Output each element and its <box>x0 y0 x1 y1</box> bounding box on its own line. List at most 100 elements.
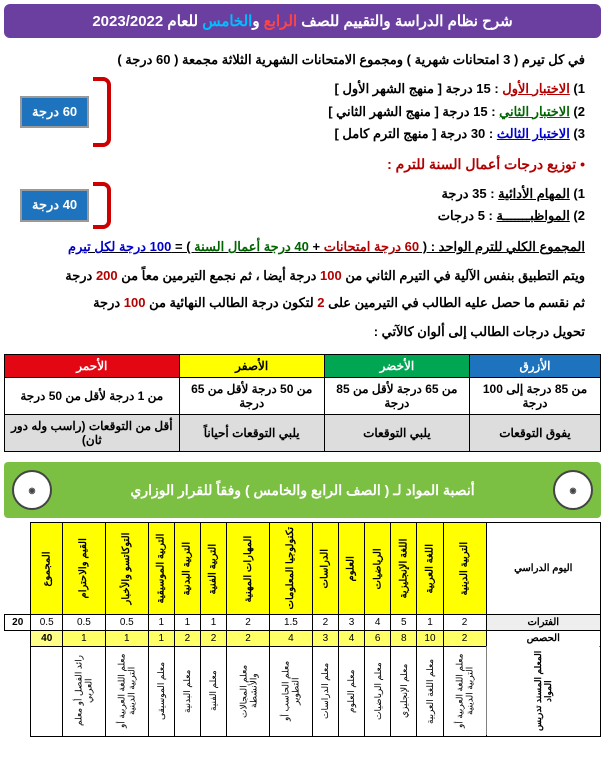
period-cell: 1 <box>148 614 174 630</box>
subj-col: المهارات المهنية <box>227 523 270 614</box>
teacher-cell: معلم الإنجليزي <box>391 646 417 736</box>
teacher-cell: رائد الفصل أو معلم العربي <box>62 646 105 736</box>
subj-col: التربية الموسيقية <box>148 523 174 614</box>
subj-header-row: اليوم الدراسيالتربية الدينيةاللغة العربي… <box>5 523 601 614</box>
period-cell: 1.5 <box>269 614 312 630</box>
works-block: 1) المهام الأدائية : 35 درجة2) المواظبــ… <box>20 182 585 230</box>
line-2: ويتم التطبيق بنفس الآلية في التيرم الثان… <box>20 266 585 287</box>
class-cell: 1 <box>148 630 174 646</box>
teacher-cell: معلم الموسيقى <box>148 646 174 736</box>
bracket-icon <box>93 77 111 147</box>
subjects-table: اليوم الدراسيالتربية الدينيةاللغة العربي… <box>4 522 601 736</box>
period-cell: 0.5 <box>31 614 63 630</box>
hdr-yellow: الأصفر <box>179 355 324 378</box>
teacher-cell: معلم العلوم <box>338 646 364 736</box>
teacher-cell: معلم اللغة العربية <box>417 646 443 736</box>
class-cell: 4 <box>269 630 312 646</box>
color-header-row: الأزرق الأخضر الأصفر الأحمر <box>5 355 601 378</box>
teacher-cell: معلم البدنية <box>174 646 200 736</box>
subj-col: تكنولوجيا المعلومات <box>269 523 312 614</box>
subj-col: التربية الفنية <box>200 523 226 614</box>
class-cell: 4 <box>338 630 364 646</box>
teacher-label: المعلم المسند تدريس المواد <box>486 646 600 736</box>
total-line: المجموع الكلي للترم الواحد : ( 60 درجة ا… <box>20 237 585 258</box>
hdr-green: الأخضر <box>324 355 469 378</box>
class-cell: 1 <box>105 630 148 646</box>
class-cell: 1 <box>62 630 105 646</box>
subj-col: القيم والاحترام <box>62 523 105 614</box>
main-bullet: في كل تيرم ( 3 امتحانات شهرية ) ومجموع ا… <box>20 50 585 71</box>
subj-col: التوكاتسو والأخبار <box>105 523 148 614</box>
logo-right-icon: ◉ <box>12 470 52 510</box>
period-cell: 4 <box>365 614 391 630</box>
tests-list: 1) الاختبار الأول : 15 درجة [ منهج الشهر… <box>115 77 585 147</box>
class-total: 40 <box>31 630 63 646</box>
teacher-cell <box>31 646 63 736</box>
colors-title: تحويل درجات الطالب إلى ألوان كالآتي : <box>20 322 585 343</box>
subj-col: اللغة العربية <box>417 523 443 614</box>
test-line: 2) الاختبار الثاني : 15 درجة [ منهج الشه… <box>115 102 585 123</box>
tests-block: 1) الاختبار الأول : 15 درجة [ منهج الشهر… <box>20 77 585 147</box>
period-cell: 3 <box>338 614 364 630</box>
teacher-cell: معلم اللغة العربية أو التربية الدينية <box>443 646 486 736</box>
subjects-bar-text: أنصبة المواد لـ ( الصف الرابع والخامس ) … <box>130 482 474 499</box>
test-line: 3) الاختبار الثالث : 30 درجة [ منهج التر… <box>115 124 585 145</box>
period-cell: 5 <box>391 614 417 630</box>
color-table: الأزرق الأخضر الأصفر الأحمر من 85 درجة إ… <box>4 354 601 452</box>
subjects-bar: ◉ أنصبة المواد لـ ( الصف الرابع والخامس … <box>4 462 601 518</box>
class-cell: 2 <box>227 630 270 646</box>
works-list: 1) المهام الأدائية : 35 درجة2) المواظبــ… <box>115 182 585 230</box>
subj-col: التربية البدنية <box>174 523 200 614</box>
subj-col: الرياضيات <box>365 523 391 614</box>
badge-40: 40 درجة <box>20 189 89 222</box>
hdr-g5: الخامس <box>202 13 252 30</box>
hdr-and: و <box>252 13 263 30</box>
period-cell: 2 <box>227 614 270 630</box>
test-line: 1) الاختبار الأول : 15 درجة [ منهج الشهر… <box>115 79 585 100</box>
teacher-cell: معلم الحاسب أو التطوير <box>269 646 312 736</box>
teacher-row: المعلم المسند تدريس الموادمعلم اللغة الع… <box>5 646 601 736</box>
badge-60: 60 درجة <box>20 96 89 129</box>
content-area: في كل تيرم ( 3 امتحانات شهرية ) ومجموع ا… <box>0 42 605 354</box>
subj-col: العلوم <box>338 523 364 614</box>
subj-col: الدراسات <box>312 523 338 614</box>
logo-left-icon: ◉ <box>553 470 593 510</box>
subj-col: المجموع <box>31 523 63 614</box>
period-cell: 0.5 <box>62 614 105 630</box>
bracket-icon-2 <box>93 182 111 230</box>
hdr-g4: الرابع <box>264 13 297 30</box>
class-cell: 3 <box>312 630 338 646</box>
teacher-cell: معلم الفنية <box>200 646 226 736</box>
subj-col: التربية الدينية <box>443 523 486 614</box>
class-cell: 10 <box>417 630 443 646</box>
teacher-cell: معلم اللغة العربية أو التربية الدينية <box>105 646 148 736</box>
work-line: 1) المهام الأدائية : 35 درجة <box>115 184 585 205</box>
class-cell: 2 <box>200 630 226 646</box>
hdr-pre: شرح نظام الدراسة والتقييم للصف <box>297 13 513 30</box>
classes-label: الحصص <box>486 630 600 646</box>
period-cell: 1 <box>174 614 200 630</box>
period-cell: 1 <box>417 614 443 630</box>
period-total: 20 <box>5 614 31 630</box>
teacher-cell: معلم المجالات والأنشطة <box>227 646 270 736</box>
hdr-red: الأحمر <box>5 355 180 378</box>
periods-row: الفترات2154321.521110.50.50.520 <box>5 614 601 630</box>
subj-col: اللغة الإنجليزية <box>391 523 417 614</box>
work-line: 2) المواظبـــــــة : 5 درجات <box>115 206 585 227</box>
color-range-row: من 85 درجة إلى 100 درجة من 65 درجة لأقل … <box>5 378 601 415</box>
hdr-blue: الأزرق <box>469 355 600 378</box>
teacher-cell: معلم الدراسات <box>312 646 338 736</box>
subj-col: اليوم الدراسي <box>486 523 600 614</box>
class-cell: 8 <box>391 630 417 646</box>
classes-row: الحصص2108643422211140 <box>5 630 601 646</box>
class-cell: 2 <box>174 630 200 646</box>
section-works-title: • توزيع درجات أعمال السنة للترم : <box>20 153 585 175</box>
periods-label: الفترات <box>486 614 600 630</box>
period-cell: 2 <box>443 614 486 630</box>
main-header: شرح نظام الدراسة والتقييم للصف الرابع وا… <box>4 4 601 38</box>
period-cell: 1 <box>200 614 226 630</box>
class-cell: 2 <box>443 630 486 646</box>
hdr-post: للعام 2023/2022 <box>92 13 202 30</box>
class-cell: 6 <box>365 630 391 646</box>
teacher-cell: معلم الرياضيات <box>365 646 391 736</box>
